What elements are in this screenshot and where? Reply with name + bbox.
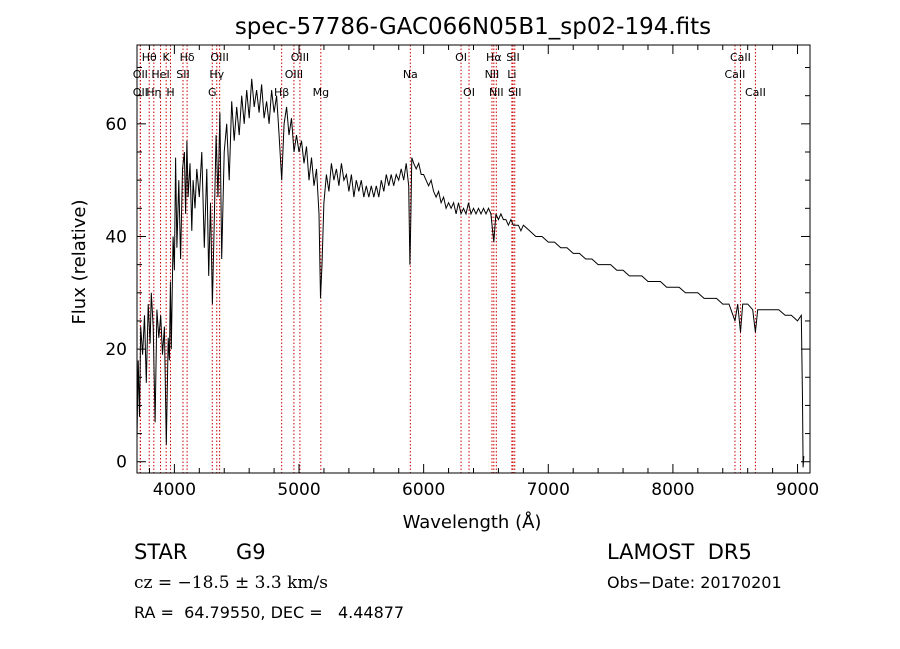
y-tick-label: 20: [105, 340, 127, 360]
line-marker-label: HeI: [151, 68, 169, 81]
observation-date: Obs−Date: 20170201: [607, 573, 782, 592]
line-marker-label: CaII: [745, 86, 766, 99]
line-marker-label: CaII: [730, 51, 751, 64]
spectrum-line: [136, 78, 805, 468]
line-marker-label: OIII: [291, 51, 309, 64]
x-tick-label: 7000: [527, 480, 570, 500]
y-axis: 0 20 40 60: [105, 67, 810, 473]
line-marker-label: G: [208, 86, 217, 99]
redshift-velocity: cz = −18.5 ± 3.3 km/s: [134, 573, 328, 593]
line-marker-label: H: [166, 86, 174, 99]
line-marker-label: OIII: [285, 68, 303, 81]
line-marker-label: NII: [485, 68, 500, 81]
x-tick-label: 5000: [277, 480, 320, 500]
line-marker-label: OI: [463, 86, 475, 99]
spectral-subclass: G9: [236, 540, 266, 564]
line-marker-label: Mg: [313, 86, 329, 99]
line-marker-label: NII: [489, 86, 504, 99]
line-marker-label: Hα: [486, 51, 502, 64]
y-tick-label: 60: [105, 115, 127, 135]
line-marker-label: OI: [455, 51, 467, 64]
x-axis: 4000 5000 6000 7000 8000 9000: [148, 45, 819, 500]
x-tick-label: 9000: [776, 480, 819, 500]
line-marker-label: OII: [133, 68, 148, 81]
x-axis-label: Wavelength (Å): [403, 511, 542, 533]
line-marker-label: Na: [403, 68, 418, 81]
chart-title: spec-57786-GAC066N05B1_sp02-194.fits: [235, 14, 711, 40]
line-marker-label: Hβ: [274, 86, 289, 99]
line-marker-label: Hθ: [142, 51, 157, 64]
y-axis-label: Flux (relative): [69, 199, 90, 324]
x-tick-label: 8000: [651, 480, 694, 500]
line-marker-label: SII: [506, 51, 519, 64]
coordinates: RA = 64.79550, DEC = 4.44877: [134, 603, 405, 622]
plot-frame: [136, 44, 811, 474]
line-marker-label: Hδ: [180, 51, 195, 64]
line-marker-label: SII: [508, 86, 521, 99]
line-marker-label: Li: [507, 68, 516, 81]
line-marker-label: Hη: [146, 86, 161, 99]
line-marker-label: CaII: [725, 68, 746, 81]
y-tick-label: 0: [116, 453, 127, 473]
survey-release: LAMOST DR5: [607, 540, 752, 564]
line-marker-label: SII: [176, 68, 189, 81]
line-marker-label: OIII: [210, 51, 228, 64]
line-marker-label: K: [163, 51, 171, 64]
x-tick-label: 4000: [153, 480, 196, 500]
emission-line-markers: [139, 45, 756, 473]
line-marker-label: Hγ: [209, 68, 224, 81]
object-class: STAR: [134, 540, 188, 564]
y-tick-label: 40: [105, 227, 127, 247]
x-tick-label: 6000: [402, 480, 445, 500]
